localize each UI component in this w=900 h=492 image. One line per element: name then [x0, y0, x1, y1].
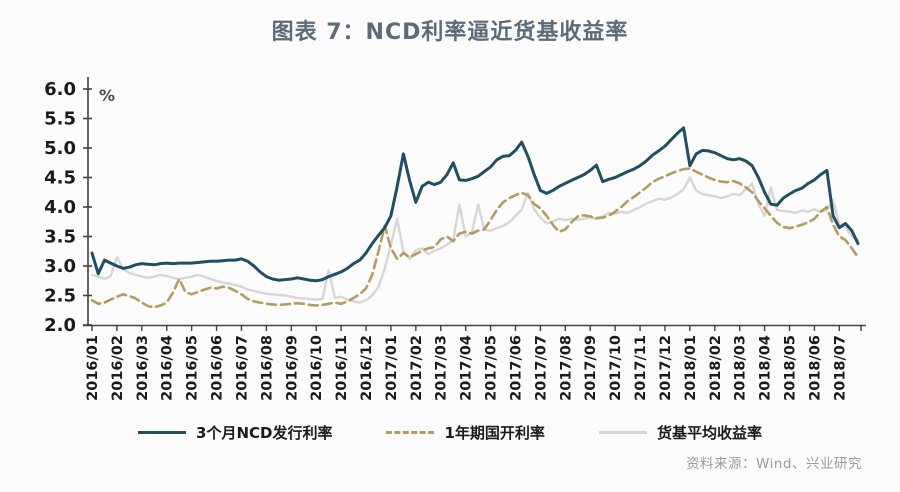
y-tick-label: 2.0 — [44, 315, 76, 336]
x-tick-label: 2018/05 — [782, 335, 798, 401]
legend-item-cdb: 1年期国开利率 — [386, 422, 545, 443]
x-tick-label: 2018/04 — [758, 335, 774, 401]
y-tick-label: 3.5 — [44, 227, 76, 248]
x-tick-label: 2016/04 — [160, 335, 176, 401]
x-tick-label: 2016/03 — [135, 335, 151, 401]
x-tick-label: 2016/02 — [110, 335, 126, 401]
y-tick-label: 4.0 — [44, 197, 76, 218]
x-tick-label: 2018/03 — [733, 335, 749, 401]
x-tick-label: 2017/06 — [508, 335, 524, 401]
x-tick-label: 2016/11 — [334, 335, 350, 401]
x-tick-label: 2018/07 — [832, 335, 848, 401]
series-line-mmf — [90, 176, 860, 304]
series-line-ncd — [90, 126, 860, 283]
y-tick-label: 2.5 — [44, 286, 76, 307]
x-tick-label: 2016/07 — [234, 335, 250, 401]
x-tick-label: 2016/05 — [185, 335, 201, 401]
x-tick-label: 2017/07 — [533, 335, 549, 401]
x-tick-label: 2017/02 — [409, 335, 425, 401]
legend-label-ncd: 3个月NCD发行利率 — [196, 424, 333, 442]
legend-label-mmf: 货基平均收益率 — [656, 424, 762, 442]
x-tick-label: 2016/06 — [210, 335, 226, 401]
y-tick-label: 4.5 — [44, 168, 76, 189]
legend-line-sample-ncd — [138, 431, 187, 434]
series-line-cdb — [90, 167, 860, 309]
x-tick-label: 2017/10 — [608, 335, 624, 401]
source-text: 资料来源：Wind、兴业研究 — [686, 456, 862, 472]
x-tick-label: 2016/12 — [359, 335, 375, 401]
x-tick-label: 2016/08 — [259, 335, 275, 401]
legend-item-ncd: 3个月NCD发行利率 — [138, 422, 332, 443]
x-tick-label: 2018/02 — [708, 335, 724, 401]
y-axis-unit-label: % — [99, 86, 116, 105]
x-tick-label: 2017/04 — [459, 335, 475, 401]
x-tick-label: 2016/10 — [309, 335, 325, 401]
x-tick-label: 2016/01 — [85, 335, 101, 401]
legend-label-cdb: 1年期国开利率 — [444, 424, 545, 442]
x-tick-label: 2017/01 — [384, 335, 400, 401]
legend-line-sample-cdb — [386, 431, 435, 434]
legend-line-sample-mmf — [598, 431, 647, 434]
y-tick-label: 6.0 — [44, 79, 76, 100]
x-tick-label: 2017/09 — [583, 335, 599, 401]
y-tick-label: 5.5 — [44, 109, 76, 130]
chart-svg: 2.0 2.5 3.0 3.5 4.0 4.5 5.0 5.5 6.0 2016/01 2016/0… — [44, 77, 866, 401]
y-tick-label: 3.0 — [44, 256, 76, 277]
x-tick-label: 2016/09 — [284, 335, 300, 401]
y-tick-label: 5.0 — [44, 138, 76, 159]
x-tick-label: 2017/03 — [434, 335, 450, 401]
legend: 3个月NCD发行利率 1年期国开利率 货基平均收益率 — [0, 422, 900, 443]
legend-item-mmf: 货基平均收益率 — [598, 422, 762, 443]
x-tick-label: 2017/05 — [484, 335, 500, 401]
x-tick-label: 2018/06 — [807, 335, 823, 401]
x-tick-label: 2017/11 — [633, 335, 649, 401]
chart-title: 图表 7：NCD利率逼近货基收益率 — [271, 20, 629, 45]
x-tick-label: 2017/12 — [658, 335, 674, 401]
x-tick-label: 2018/01 — [683, 335, 699, 401]
x-tick-label: 2017/08 — [558, 335, 574, 401]
